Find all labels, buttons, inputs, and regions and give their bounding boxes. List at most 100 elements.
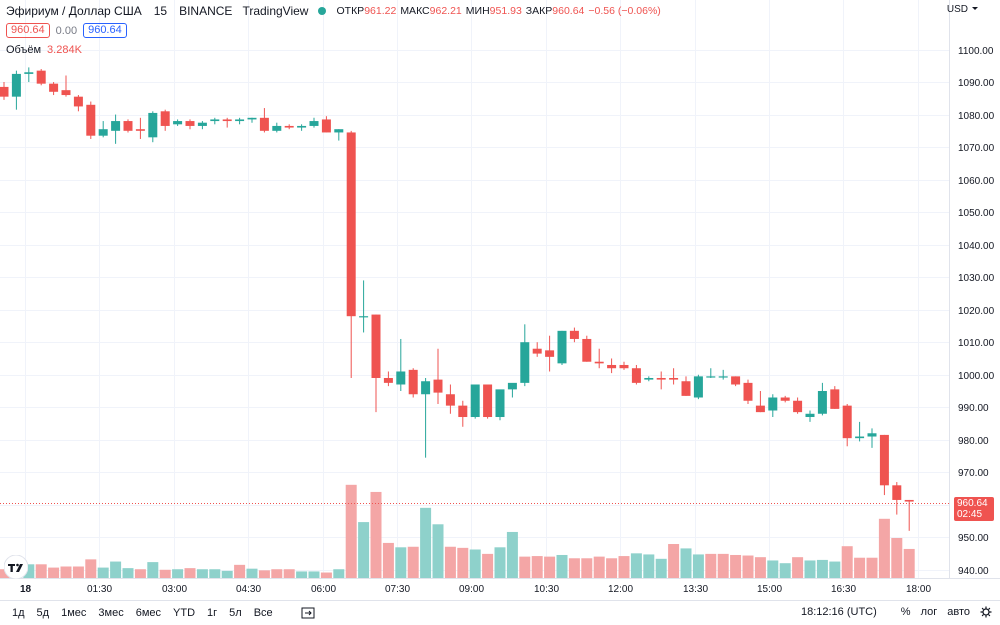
time-axis: 18 01:30 03:00 04:30 06:00 07:30 09:00 10:30 12:…: [20, 584, 932, 595]
price-tick-label: 1020.00: [958, 306, 995, 317]
candle: [669, 368, 679, 385]
currency-selector[interactable]: USD: [947, 4, 978, 15]
candle: [396, 338, 406, 391]
price-chart[interactable]: 940.00950.00960.00970.00980.00990.001000…: [0, 0, 1000, 600]
range-1d[interactable]: 1д: [12, 607, 25, 619]
range-6m[interactable]: 6мес: [135, 607, 162, 619]
symbol-legend: Эфириум / Доллар США 15 BINANCE TradingV…: [6, 4, 661, 18]
candle: [706, 368, 716, 378]
candle: [817, 382, 827, 416]
range-all[interactable]: Все: [253, 607, 273, 619]
price-tick-label: 990.00: [958, 403, 989, 414]
candle-body: [879, 434, 889, 486]
candle: [495, 389, 505, 421]
candle-body: [706, 376, 716, 378]
volume-bar: [23, 564, 35, 578]
volume-bar: [370, 491, 382, 578]
range-5y[interactable]: 5л: [229, 607, 242, 619]
time-tick-label: 07:30: [385, 584, 410, 595]
candle-body: [892, 485, 902, 500]
volume-bar: [643, 554, 655, 578]
volume-bar: [382, 542, 394, 578]
candle-body: [123, 121, 133, 131]
volume-bar: [469, 549, 481, 578]
volume-bar: [60, 566, 72, 578]
percent-toggle[interactable]: %: [900, 606, 911, 618]
volume-bar: [655, 558, 667, 578]
time-tick-label: 09:00: [459, 584, 484, 595]
volume-bar: [246, 568, 258, 578]
range-5d[interactable]: 5д: [36, 607, 50, 619]
price-tick-label: 1010.00: [958, 338, 995, 349]
volume-label: Объём: [6, 44, 42, 56]
volume-bar: [556, 554, 568, 578]
candle-body: [507, 382, 517, 390]
candle-body: [185, 121, 195, 126]
range-1m[interactable]: 1мес: [61, 607, 87, 619]
candle-body: [545, 350, 555, 357]
close-value: 960.64: [552, 5, 585, 17]
gear-icon[interactable]: [980, 606, 992, 618]
candle-body: [520, 342, 530, 383]
volume-bar: [432, 524, 444, 578]
market-status-icon[interactable]: [318, 7, 327, 15]
symbol-name[interactable]: Эфириум / Доллар США: [6, 4, 142, 18]
interval: 15: [153, 4, 168, 18]
bid-ask-panel: 960.64 0.00 960.64: [6, 23, 127, 38]
candle: [619, 361, 629, 370]
candle-body: [11, 73, 21, 97]
price-tick-label: 1090.00: [958, 78, 995, 89]
candle-body: [383, 377, 393, 383]
candle: [507, 382, 517, 398]
volume-bar: [878, 518, 890, 578]
candle: [557, 330, 567, 365]
tradingview-logo-icon[interactable]: [4, 555, 28, 579]
volume-bar: [816, 559, 828, 578]
price-tick-label: 1100.00: [958, 46, 994, 57]
range-1y[interactable]: 1г: [207, 607, 218, 619]
candle: [433, 348, 443, 405]
spread-value: 0.00: [55, 24, 78, 37]
candle: [743, 379, 753, 405]
volume-bar: [308, 571, 320, 578]
log-toggle[interactable]: лог: [920, 606, 938, 618]
bid-badge[interactable]: 960.64: [6, 23, 50, 38]
candle: [210, 117, 220, 125]
ask-badge[interactable]: 960.64: [83, 23, 127, 38]
auto-toggle[interactable]: авто: [947, 606, 970, 618]
price-tick-label: 940.00: [958, 566, 989, 577]
price-tick-label: 1040.00: [958, 241, 995, 252]
candle-body: [197, 122, 207, 126]
candle-body: [669, 377, 679, 380]
candle: [36, 69, 46, 86]
range-3m[interactable]: 3мес: [98, 607, 124, 619]
volume-bar: [184, 568, 196, 578]
candle: [383, 371, 393, 387]
candle-body: [433, 379, 443, 393]
candle-body: [867, 433, 877, 437]
volume-bar: [829, 561, 841, 578]
volume-bar: [296, 571, 308, 578]
volume-bar: [221, 570, 233, 578]
candle-body: [49, 83, 59, 92]
candle: [235, 117, 245, 125]
volume-bar: [779, 563, 791, 578]
candle-body: [693, 376, 703, 398]
time-tick-label: 10:30: [534, 584, 559, 595]
candle-body: [24, 72, 34, 74]
candle-body: [421, 381, 431, 395]
date-range-icon[interactable]: [301, 607, 315, 619]
volume-bar: [606, 558, 618, 578]
candle: [445, 384, 455, 414]
clock[interactable]: 18:12:16 (UTC): [800, 606, 877, 618]
grid-lines: [0, 0, 949, 578]
source: TradingView: [242, 4, 309, 18]
candle: [569, 327, 579, 343]
time-tick-label: 03:00: [162, 584, 187, 595]
candle-body: [371, 314, 381, 378]
bar-countdown: 02:45: [957, 509, 983, 520]
candle-body: [681, 381, 691, 396]
volume-bar: [97, 567, 109, 578]
range-ytd[interactable]: YTD: [173, 607, 196, 619]
price-tick-label: 980.00: [958, 436, 989, 447]
